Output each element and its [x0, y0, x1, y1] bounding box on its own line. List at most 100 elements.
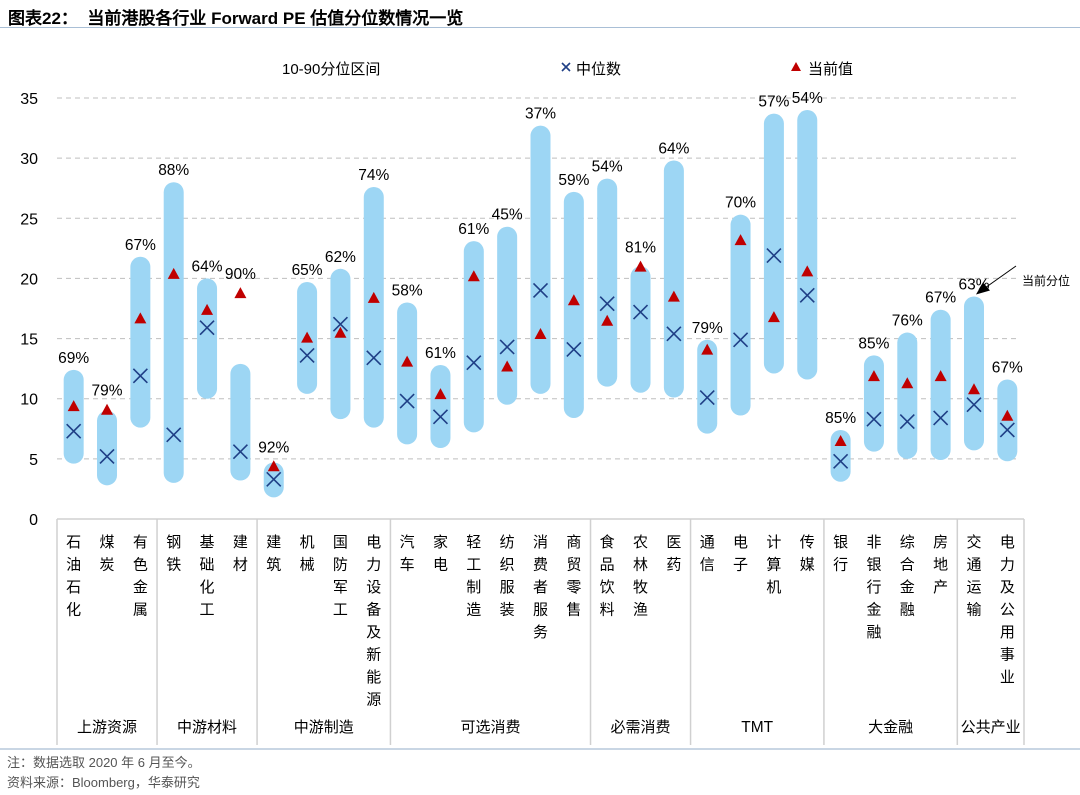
range-bar: [930, 309, 951, 461]
category-label-char: 油: [66, 556, 81, 574]
current-marker: [434, 388, 447, 400]
percentile-label: 90%: [225, 266, 256, 283]
median-marker: [466, 355, 482, 371]
category-label-char: 新: [366, 646, 381, 664]
range-bar: [397, 302, 418, 445]
current-marker: [701, 343, 714, 355]
category-label-char: 础: [200, 556, 215, 574]
category-label-char: 色: [133, 556, 148, 574]
legend-range-label: 10-90分位区间: [282, 61, 380, 78]
y-tick-label: 20: [20, 271, 38, 288]
range-bar: [230, 363, 251, 481]
median-marker: [432, 409, 449, 425]
category-label-char: 融: [900, 601, 915, 619]
category-label-char: 备: [366, 601, 381, 619]
current-marker: [301, 331, 314, 343]
legend-median-icon: [561, 62, 571, 72]
category-label-char: 者: [533, 578, 548, 596]
percentile-label: 88%: [158, 162, 189, 179]
median-marker: [199, 320, 215, 336]
percentile-label: 69%: [58, 350, 89, 367]
median-marker: [566, 341, 582, 357]
current-marker: [501, 360, 514, 372]
category-label-char: 机: [766, 578, 781, 596]
median-marker: [599, 296, 615, 312]
category-label-char: 及: [366, 623, 381, 641]
range-bar: [597, 178, 618, 387]
current-marker: [534, 327, 547, 339]
group-label: 上游资源: [77, 718, 137, 736]
current-marker: [634, 260, 647, 272]
y-tick-label: 25: [20, 211, 38, 228]
current-marker: [867, 370, 880, 382]
current-marker: [367, 291, 380, 303]
category-label-char: 纺: [500, 533, 515, 551]
group-label: 必需消费: [611, 718, 671, 736]
group-label: 中游制造: [294, 718, 354, 736]
category-label-char: 建: [266, 533, 281, 551]
range-bar: [197, 278, 218, 399]
category-label-char: 电: [1000, 533, 1015, 551]
category-label-char: 贸: [566, 556, 581, 574]
category-label-char: 装: [500, 601, 515, 619]
category-label-char: 业: [1000, 668, 1015, 686]
category-label-char: 炭: [100, 556, 115, 574]
category-label-char: 融: [866, 623, 881, 641]
group-label: TMT: [741, 719, 773, 736]
category-label-char: 金: [866, 601, 881, 619]
category-label-char: 铁: [166, 556, 181, 574]
y-tick-label: 0: [29, 512, 38, 529]
group-label: 可选消费: [460, 718, 520, 736]
category-label-char: 械: [300, 556, 315, 574]
current-marker: [267, 460, 280, 472]
category-label-char: 运: [966, 578, 981, 596]
category-label-char: 子: [733, 556, 748, 574]
footer-divider: [0, 748, 1080, 750]
category-label-char: 产: [933, 578, 948, 596]
category-label-char: 工: [466, 556, 481, 574]
current-marker: [967, 383, 980, 395]
median-marker: [999, 422, 1015, 438]
median-marker: [266, 471, 282, 487]
category-label-char: 国: [333, 533, 348, 551]
category-label-char: 工: [333, 601, 348, 619]
percentile-label: 37%: [525, 106, 556, 123]
category-label-char: 设: [366, 578, 381, 596]
percentile-label: 54%: [792, 90, 823, 107]
category-label-char: 属: [133, 601, 148, 619]
category-label-char: 非: [866, 533, 881, 551]
group-label: 中游材料: [177, 718, 237, 736]
current-marker: [734, 234, 747, 246]
category-label-char: 零: [566, 578, 581, 596]
category-label-char: 服: [533, 601, 548, 619]
percentile-label: 85%: [825, 410, 856, 427]
title-divider: [0, 27, 1080, 28]
range-bar: [630, 266, 651, 393]
category-label-char: 电: [366, 533, 381, 551]
category-label-char: 算: [766, 556, 781, 574]
category-label-char: 有: [133, 533, 148, 551]
range-bar: [663, 160, 684, 398]
category-label-char: 商: [566, 533, 581, 551]
median-marker: [666, 326, 682, 342]
current-marker: [234, 287, 247, 299]
current-marker: [901, 377, 914, 389]
category-label-char: 信: [700, 556, 715, 574]
category-label-char: 家: [433, 533, 448, 551]
source-text: 资料来源：Bloomberg，华泰研究: [7, 775, 200, 790]
category-label-char: 售: [566, 601, 581, 619]
current-marker: [134, 312, 147, 324]
percentile-label: 57%: [758, 94, 789, 111]
category-label-char: 通: [966, 556, 981, 574]
category-label-char: 力: [366, 556, 381, 574]
category-label-char: 渔: [633, 601, 648, 619]
category-label-char: 化: [200, 578, 215, 596]
category-label-char: 织: [500, 556, 515, 574]
current-marker: [467, 270, 480, 282]
range-bar: [63, 369, 84, 464]
category-label-char: 药: [666, 556, 681, 574]
category-label-char: 能: [366, 668, 381, 686]
category-label-char: 造: [466, 601, 481, 619]
median-marker: [99, 448, 115, 465]
category-label-char: 行: [866, 578, 881, 596]
